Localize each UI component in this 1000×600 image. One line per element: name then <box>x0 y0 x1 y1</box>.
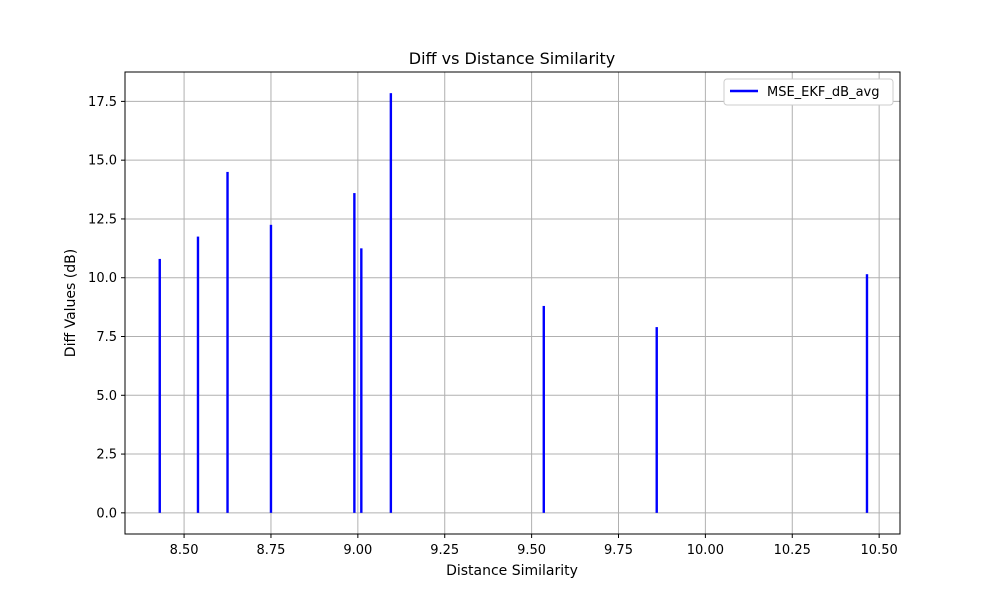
bar <box>655 327 658 513</box>
y-tick-label: 7.5 <box>96 330 117 345</box>
chart-title: Diff vs Distance Similarity <box>409 49 615 68</box>
bar <box>865 274 869 513</box>
y-tick-label: 12.5 <box>88 212 117 227</box>
x-tick-label: 8.75 <box>256 543 285 558</box>
bar <box>196 236 200 513</box>
grid <box>125 72 900 534</box>
bar <box>542 305 545 513</box>
y-tick-label: 2.5 <box>96 448 117 463</box>
x-tick-label: 8.50 <box>170 543 199 558</box>
plot-frame <box>124 71 901 535</box>
x-tick-label: 9.00 <box>343 543 372 558</box>
legend-box <box>723 78 894 106</box>
x-tick-label: 10.50 <box>861 543 898 558</box>
y-tick-label: 17.5 <box>88 95 117 110</box>
bars <box>158 93 869 513</box>
x-tick-label: 9.25 <box>430 543 459 558</box>
bar <box>360 248 363 513</box>
x-tick-label: 10.00 <box>687 543 724 558</box>
y-tick-label: 0.0 <box>96 506 117 521</box>
x-axis-label: Distance Similarity <box>446 563 578 579</box>
x-tick-label: 10.25 <box>774 543 811 558</box>
bar <box>269 224 273 513</box>
y-axis-label: Diff Values (dB) <box>63 249 79 357</box>
y-tick-label: 15.0 <box>88 154 117 169</box>
bar <box>389 93 393 513</box>
y-axis-ticks: 0.0 2.5 5.0 7.5 10.0 12.5 15.0 17.5 <box>88 95 125 521</box>
bar <box>226 171 229 513</box>
bar <box>353 193 356 513</box>
y-tick-label: 5.0 <box>96 389 117 404</box>
legend: MSE_EKF_dB_avg <box>723 78 894 106</box>
bar <box>158 258 161 513</box>
x-tick-label: 9.50 <box>517 543 546 558</box>
y-tick-label: 10.0 <box>88 271 117 286</box>
x-tick-label: 9.75 <box>604 543 633 558</box>
x-axis-ticks: 8.50 8.75 9.00 9.25 9.50 9.75 10.00 10.25 10.50 <box>170 534 898 558</box>
legend-label: MSE_EKF_dB_avg <box>767 85 879 100</box>
